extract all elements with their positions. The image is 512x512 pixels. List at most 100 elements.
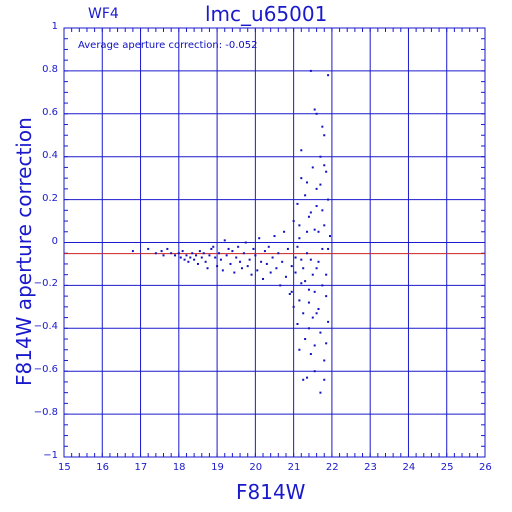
data-point — [191, 252, 194, 255]
data-point — [181, 250, 184, 253]
data-point — [223, 239, 226, 242]
data-point — [237, 245, 240, 248]
data-point — [227, 247, 230, 250]
data-point — [315, 267, 318, 270]
data-point — [306, 252, 309, 255]
data-point — [292, 220, 295, 223]
data-point — [202, 252, 205, 255]
data-point — [323, 224, 326, 227]
data-point — [170, 252, 173, 255]
data-point — [273, 235, 276, 238]
data-point — [323, 134, 326, 137]
data-point — [328, 235, 331, 238]
data-point — [311, 273, 314, 276]
data-point — [196, 262, 199, 265]
data-point — [302, 378, 305, 381]
data-point — [296, 202, 299, 205]
data-point — [279, 284, 282, 287]
data-point — [254, 254, 257, 257]
data-point — [313, 344, 316, 347]
x-tick-label: 21 — [287, 462, 301, 473]
data-point — [240, 267, 243, 270]
tick-marks — [63, 28, 486, 458]
data-point — [311, 166, 314, 169]
data-point — [325, 273, 328, 276]
data-point — [292, 305, 295, 308]
data-point — [265, 262, 268, 265]
y-axis-title: F814W aperture correction — [12, 117, 36, 386]
y-tick-label: 0 — [51, 235, 58, 247]
data-point — [216, 265, 219, 268]
data-point — [288, 292, 291, 295]
data-point — [252, 247, 255, 250]
data-point — [311, 316, 314, 319]
x-tick-label: 19 — [211, 462, 224, 473]
data-point — [256, 269, 259, 272]
x-tick-label: 26 — [479, 462, 492, 473]
x-tick-label: 20 — [249, 462, 263, 473]
data-point — [290, 290, 293, 293]
data-point — [195, 254, 198, 257]
data-point — [208, 254, 211, 257]
data-point — [221, 269, 224, 272]
data-point — [306, 230, 309, 233]
data-point — [309, 353, 312, 356]
data-point — [246, 265, 249, 268]
data-point — [219, 258, 222, 261]
x-tick-label: 22 — [325, 462, 339, 473]
data-point — [307, 288, 310, 291]
data-point — [315, 312, 318, 315]
data-point — [321, 209, 324, 212]
data-point — [258, 237, 261, 240]
data-point — [302, 312, 305, 315]
data-point — [177, 252, 180, 255]
data-point — [233, 271, 236, 274]
data-point — [327, 198, 330, 201]
data-point — [242, 252, 245, 255]
data-point — [290, 265, 293, 268]
data-point — [327, 74, 330, 77]
data-point — [154, 252, 157, 255]
data-point — [327, 320, 330, 323]
average-annotation: Average aperture correction: -0.052 — [78, 40, 258, 51]
data-point — [218, 252, 221, 255]
data-point — [296, 245, 299, 248]
data-point — [307, 301, 310, 304]
data-point — [325, 295, 328, 298]
data-point — [327, 247, 330, 250]
data-point — [248, 258, 251, 261]
y-tick-label: −0.6 — [33, 364, 58, 376]
data-point — [307, 327, 310, 330]
data-point — [300, 149, 303, 152]
y-tick-label: 0.4 — [42, 149, 58, 161]
data-point — [306, 181, 309, 184]
data-point — [300, 258, 303, 261]
data-point — [162, 254, 165, 257]
data-point — [306, 376, 309, 379]
data-point — [298, 348, 301, 351]
data-point — [250, 273, 253, 276]
data-point — [321, 284, 324, 287]
x-axis-title: F814W — [236, 480, 306, 504]
data-point — [321, 125, 324, 128]
y-tick-label: −0.2 — [33, 278, 58, 290]
data-point — [313, 370, 316, 373]
data-point — [298, 237, 301, 240]
data-point — [315, 112, 318, 115]
data-point — [173, 254, 176, 257]
data-point — [304, 338, 307, 341]
data-point — [319, 331, 322, 334]
data-point — [189, 256, 192, 259]
x-tick-label: 17 — [134, 462, 148, 473]
y-tick-label: 0.8 — [42, 63, 58, 75]
data-point — [304, 194, 307, 197]
data-point — [286, 247, 289, 250]
data-point — [166, 247, 169, 250]
x-tick-label: 16 — [96, 462, 109, 473]
x-tick-label: 24 — [402, 462, 416, 473]
data-point — [309, 258, 312, 261]
data-point — [200, 256, 203, 259]
x-tick-label: 23 — [364, 462, 377, 473]
data-point — [267, 245, 270, 248]
